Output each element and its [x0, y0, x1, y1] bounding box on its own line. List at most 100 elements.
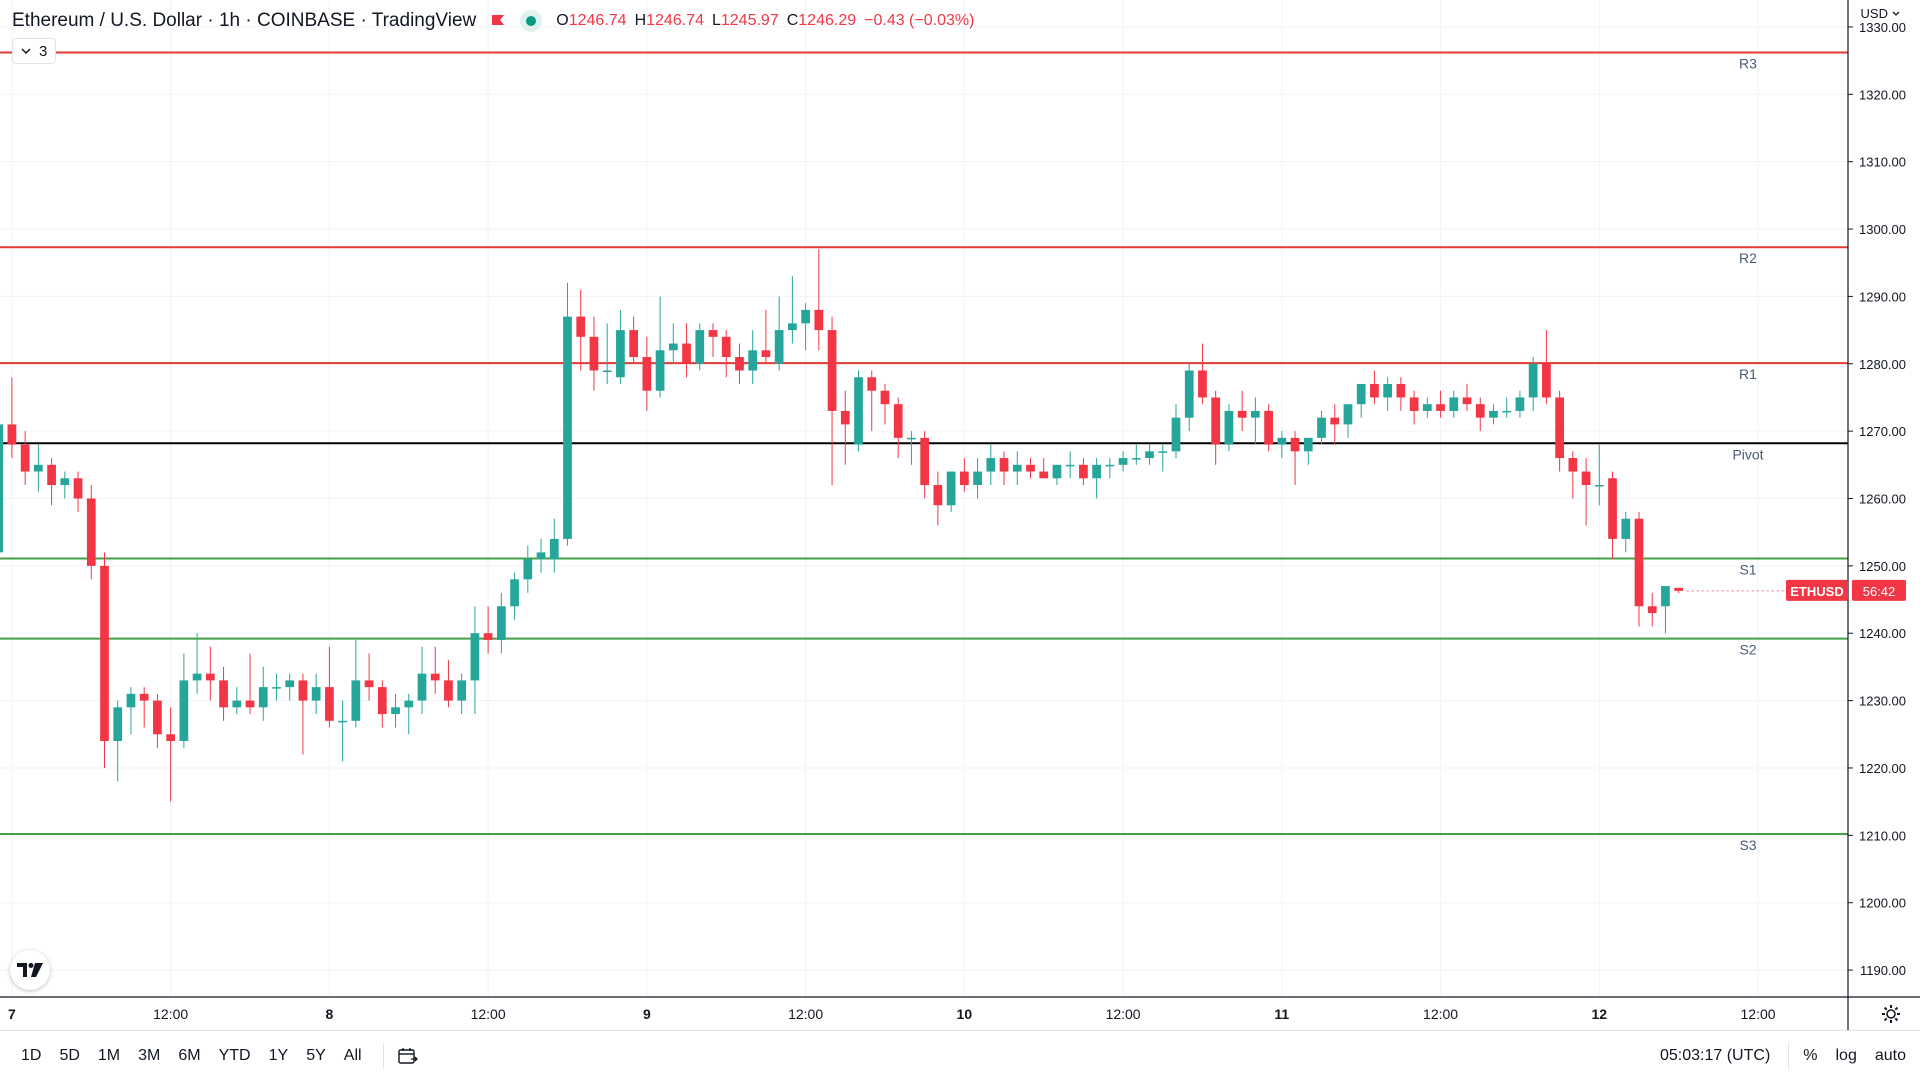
candle-body [113, 707, 123, 742]
countdown-tag-label: 56:42 [1863, 584, 1896, 599]
candle-body [549, 538, 559, 560]
candle [1224, 404, 1234, 452]
candle [1502, 397, 1512, 418]
candle-body [523, 559, 533, 580]
candle [258, 666, 268, 721]
candle-body [536, 552, 546, 560]
range-5y-button[interactable]: 5Y [306, 1047, 326, 1064]
range-3m-button[interactable]: 3M [138, 1047, 161, 1064]
candle-body [788, 323, 797, 331]
range-1y-button[interactable]: 1Y [268, 1047, 289, 1064]
candle-body [1211, 397, 1221, 445]
candle-body [576, 316, 586, 337]
candle [1634, 511, 1644, 627]
candle-body [801, 309, 810, 324]
candle-body [1105, 464, 1115, 467]
price-tick-label: 1290.00 [1859, 289, 1906, 304]
candle [920, 431, 930, 499]
flag-icon[interactable] [490, 13, 506, 29]
candle [576, 289, 586, 371]
candle [1396, 377, 1406, 411]
goto-date-button[interactable] [394, 1042, 422, 1070]
utc-clock[interactable]: 05:03:17 (UTC) [1660, 1047, 1771, 1064]
range-5d-button[interactable]: 5D [59, 1047, 80, 1064]
candle [1409, 390, 1419, 425]
candle [126, 687, 136, 735]
candle [1674, 587, 1684, 594]
currency-selector[interactable]: USD [1861, 6, 1900, 21]
candle-body [1317, 417, 1326, 438]
candle-body [827, 330, 837, 411]
candle-body [1079, 464, 1088, 479]
candle [1356, 383, 1366, 418]
currency-label: USD [1860, 6, 1888, 21]
candle-body [1449, 397, 1459, 411]
candle-body [351, 680, 361, 721]
candle [1303, 437, 1313, 465]
indicators-toggle-button[interactable]: 3 [12, 38, 57, 64]
candle [642, 336, 652, 411]
candle-body [311, 687, 321, 701]
candle [311, 673, 321, 715]
level-label-s1: S1 [1739, 561, 1756, 577]
percent-scale-toggle[interactable]: % [1803, 1047, 1818, 1064]
candle [232, 687, 242, 715]
range-ytd-button[interactable]: YTD [218, 1047, 251, 1064]
candle [1422, 397, 1432, 418]
range-6m-button[interactable]: 6M [178, 1047, 201, 1064]
candle-body [391, 707, 400, 715]
candle-body [1542, 363, 1551, 398]
candle [563, 282, 572, 546]
candle [933, 471, 943, 526]
log-scale-toggle[interactable]: log [1835, 1047, 1857, 1064]
candle-body [1026, 464, 1035, 472]
gear-icon[interactable] [1880, 1003, 1902, 1025]
candle [1436, 390, 1445, 418]
candle [1039, 458, 1049, 479]
ohlc-change: −0.43 (−0.03%) [864, 12, 975, 29]
candle-body [1422, 404, 1432, 411]
candle [1621, 511, 1631, 553]
candle [629, 316, 639, 364]
candle [602, 323, 612, 384]
candle [1343, 404, 1353, 438]
candle-body [7, 424, 17, 445]
candle [73, 471, 83, 512]
symbol-tag-label: ETHUSD [1790, 584, 1843, 599]
candle-body [1489, 410, 1498, 418]
auto-scale-toggle[interactable]: auto [1874, 1047, 1906, 1064]
candle [444, 660, 453, 708]
candle [523, 545, 533, 593]
candle [893, 397, 903, 459]
candle [721, 330, 731, 378]
candle-body [655, 350, 665, 391]
candle [377, 680, 387, 728]
candle-body [668, 343, 678, 351]
candle-body [33, 464, 43, 472]
price-tick-label: 1260.00 [1859, 492, 1906, 507]
candle [179, 653, 189, 748]
price-tick-label: 1220.00 [1859, 761, 1906, 776]
price-tick-label: 1320.00 [1859, 87, 1906, 102]
candle [1079, 458, 1088, 486]
range-1d-button[interactable]: 1D [21, 1047, 42, 1064]
tradingview-logo[interactable] [10, 950, 50, 990]
range-all-button[interactable]: All [343, 1047, 362, 1064]
symbol-title[interactable]: Ethereum / U.S. Dollar · 1h · COINBASE ·… [12, 10, 477, 31]
price-tick-label: 1270.00 [1859, 424, 1906, 439]
candle-body [232, 700, 242, 708]
candle-body [708, 330, 718, 337]
price-tick-label: 1330.00 [1859, 20, 1906, 35]
candle-body [774, 330, 784, 364]
candle-body [1502, 410, 1512, 413]
candle [219, 666, 228, 721]
market-open-dot-icon [520, 10, 543, 32]
candle [1065, 451, 1075, 479]
candle-body [880, 390, 890, 405]
candle-body [761, 350, 771, 358]
candle-body [735, 357, 744, 371]
ohlc-close: 1246.29 [798, 12, 857, 29]
range-1m-button[interactable]: 1M [97, 1047, 121, 1064]
candle-body [1436, 404, 1445, 411]
